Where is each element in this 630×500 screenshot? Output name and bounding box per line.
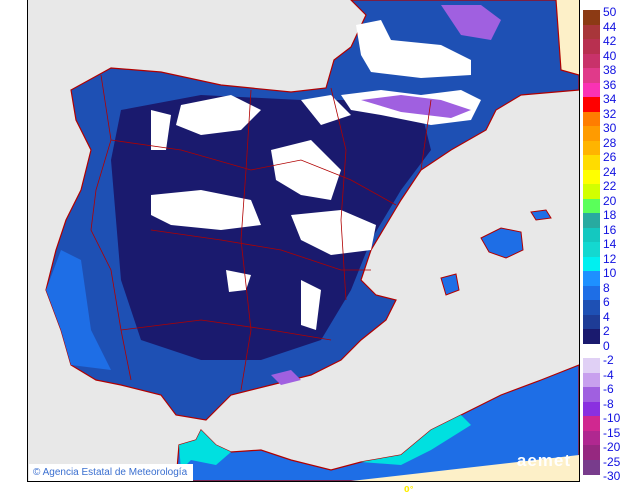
legend-label: 12 (603, 251, 617, 266)
legend-label: 0 (603, 338, 610, 353)
aemet-logo: aemet (516, 451, 571, 470)
legend-label: -4 (603, 367, 614, 382)
africa-coast-warm (179, 430, 231, 470)
legend-swatch (583, 372, 600, 388)
legend-swatch (583, 184, 600, 199)
legend-swatch (583, 227, 600, 243)
legend-swatch (583, 271, 600, 286)
legend-swatch (583, 445, 600, 460)
legend-swatch (583, 10, 600, 25)
legend-swatch (583, 140, 600, 156)
legend-label: 24 (603, 164, 617, 179)
legend-swatch (583, 198, 600, 214)
coastal-warm (46, 250, 111, 370)
legend-label: 40 (603, 48, 617, 63)
legend-swatch (583, 24, 600, 40)
legend-label: 34 (603, 92, 617, 106)
legend-label: 32 (603, 106, 617, 121)
legend-label: -10 (603, 411, 621, 425)
legend-swatch (583, 358, 600, 373)
legend-label: 14 (603, 237, 617, 251)
temperature-map: © Agencia Estatal de Meteorología aemet (27, 0, 580, 482)
legend-swatch (583, 459, 600, 475)
legend-label: -15 (603, 425, 621, 440)
legend-label: 42 (603, 34, 617, 48)
outside-domain-top (556, 0, 579, 75)
legend-swatch (583, 285, 600, 301)
legend-label: 28 (603, 135, 617, 150)
legend-swatch (583, 314, 600, 330)
ibiza (440, 273, 460, 296)
legend-swatch (583, 430, 600, 446)
color-legend: 50 44 42 40 38 36 34 32 30 28 26 24 22 20 18 16 14 12 10 8 6… (583, 6, 630, 490)
legend-label: 22 (603, 179, 617, 193)
credit-text: © Agencia Estatal de Meteorología (29, 464, 194, 481)
legend-label: 38 (603, 63, 617, 77)
legend-swatch (583, 329, 600, 344)
legend-swatch (583, 39, 600, 54)
legend-swatch (583, 242, 600, 257)
legend-label: 36 (603, 77, 617, 92)
legend-swatch (583, 53, 600, 69)
outside-domain-bottom (351, 455, 579, 481)
legend-swatch (583, 416, 600, 431)
region-borders (90, 74, 432, 391)
legend-label: 8 (603, 280, 610, 295)
legend-swatch (583, 82, 600, 98)
legend-label: -30 (603, 469, 621, 483)
legend-label: -6 (603, 382, 614, 396)
legend-swatch (583, 256, 600, 272)
frost-areas (271, 5, 501, 385)
legend-label: -25 (603, 454, 621, 469)
legend-label: -20 (603, 440, 621, 454)
legend-label: 44 (603, 19, 617, 34)
legend-swatch (583, 155, 600, 170)
legend-swatch (583, 97, 600, 112)
legend-swatch (583, 213, 600, 228)
longitude-label: 0° (404, 485, 414, 494)
legend-label: -2 (603, 353, 614, 367)
menorca (530, 209, 552, 221)
legend-label: 6 (603, 295, 610, 309)
map-drawing (45, 0, 579, 481)
legend-swatch (583, 401, 600, 417)
legend-label: 20 (603, 193, 617, 208)
mallorca (480, 227, 524, 259)
legend-label: 4 (603, 309, 610, 324)
legend-label: 26 (603, 150, 617, 164)
legend-label: 18 (603, 208, 617, 222)
legend-label: 10 (603, 266, 617, 280)
legend-label: 2 (603, 324, 610, 338)
legend-swatch (583, 68, 600, 83)
legend-label: -8 (603, 396, 614, 411)
legend-swatch (583, 111, 600, 127)
legend-label: 16 (603, 222, 617, 237)
legend-label: 50 (603, 5, 617, 19)
interior-cold (111, 95, 431, 360)
legend-swatch (583, 169, 600, 185)
africa-coast-warm-east (361, 415, 471, 465)
legend-label: 30 (603, 121, 617, 135)
legend-swatch (583, 126, 600, 141)
legend-swatch (583, 300, 600, 315)
legend-swatch (583, 387, 600, 402)
